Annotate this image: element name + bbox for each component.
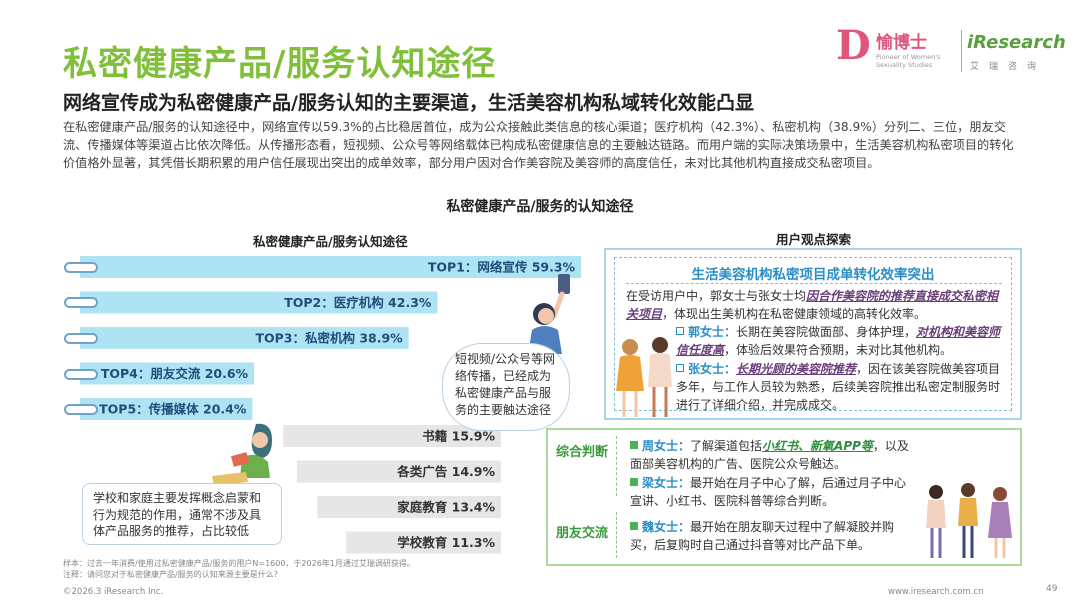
iresearch-logo: iResearch [967, 32, 1066, 53]
bar-label-9: 学校教育 11.3% [397, 535, 495, 550]
bullet-square-icon [676, 364, 684, 372]
notebook-ring [64, 369, 98, 380]
zhou-highlight: 小红书、新氧APP等 [762, 439, 873, 453]
tag-friends: 朋友交流 [556, 526, 609, 541]
bar-label-2: TOP2：医疗机构 42.3% [284, 295, 432, 310]
insight-summary-tail: ，体现出生美机构在私密健康领域的高转化效率。 [662, 307, 927, 321]
bar-label-7: 各类广告 14.9% [396, 464, 495, 479]
copyright: ©2026.3 iResearch Inc. [63, 587, 164, 597]
bar-2 [80, 291, 438, 314]
bar-7 [296, 460, 501, 483]
right-panel-title: 用户观点探索 [776, 232, 852, 247]
zhang-name: 张女士： [688, 362, 737, 376]
bullet-square-icon [630, 478, 638, 486]
left-chart-title: 私密健康产品/服务认知途径 [253, 234, 408, 249]
bullet-square-icon [630, 441, 638, 449]
page-title: 私密健康产品/服务认知途径 [63, 44, 497, 84]
guo-name: 郭女士： [688, 325, 737, 339]
page-number: 49 [1046, 584, 1058, 594]
liang-quote: 梁女士：最开始在月子中心了解，后通过月子中心宣讲、小红书、医院科普等综合判断。 [630, 474, 916, 510]
bar-1 [80, 256, 582, 278]
network-bubble-note: 短视频/公众号等网络传播，已经成为私密健康产品与服务的主要触达途径 [442, 343, 570, 431]
notebook-ring [64, 333, 98, 344]
two-women-illustration [616, 337, 672, 417]
footnote-sample: 样本：过去一年消费/使用过私密健康产品/服务的用户N=1600，于2026年1月… [63, 559, 415, 568]
notebook-ring [64, 404, 98, 415]
guo-text: 长期在美容院做面部、身体护理， [736, 325, 917, 339]
zhou-text: 了解渠道包括 [690, 439, 763, 453]
insight-summary-text: 在受访用户中，郭女士与张女士均 [626, 289, 807, 303]
zhou-name: 周女士： [642, 439, 691, 453]
girl-reading-illustration [212, 423, 272, 486]
bar-label-8: 家庭教育 13.4% [397, 500, 495, 515]
three-women-illustration [926, 483, 1012, 558]
zhang-text: ，因在该美容院做美容项目多年，与工作人员较为熟悉，后续美容院推出私密定制服务时进… [676, 362, 1001, 412]
school-family-note: 学校和家庭主要发挥概念启蒙和行为规范的作用，通常不涉及具体产品服务的推荐，占比较… [82, 483, 282, 545]
zhou-quote: 周女士：了解渠道包括小红书、新氧APP等，以及面部美容机构的广告、医院公众号触达… [630, 437, 916, 473]
wei-name: 魏女士： [642, 520, 691, 534]
bar-label-6: 书籍 15.9% [422, 429, 495, 444]
tag-divider [616, 436, 617, 496]
notebook-ring [64, 297, 98, 308]
guo-quote: 郭女士：长期在美容院做面部、身体护理，对机构和美容师信任度高，体验后效果符合预期… [676, 323, 1006, 359]
bar-3 [80, 327, 409, 349]
bar-label-5: TOP5：传播媒体 20.4% [99, 402, 247, 417]
guo-highlight: 对机构和美容师信任度高 [676, 325, 1001, 357]
insight-summary-highlight: 因合作美容院的推荐直接成交私密相关项目 [626, 289, 999, 321]
woman-phone-illustration [528, 274, 570, 354]
bar-label-4: TOP4：朋友交流 20.6% [101, 366, 249, 381]
brand-mark-logo: D [836, 22, 871, 69]
site-url: www.iresearch.com.cn [888, 587, 984, 597]
zhang-highlight: 长期光顾的美容院推荐 [736, 362, 857, 376]
bar-9 [346, 531, 501, 554]
insight-summary: 在受访用户中，郭女士与张女士均因合作美容院的推荐直接成交私密相关项目，体现出生美… [626, 287, 1004, 323]
guo-tail: ，体验后效果符合预期，未对比其他机构。 [724, 343, 953, 357]
footnote: 样本：过去一年消费/使用过私密健康产品/服务的用户N=1600，于2026年1月… [63, 558, 415, 580]
notebook-ring [64, 262, 98, 273]
brand-logos: D 愉博士 Pioneer of Women's Sexuality Studi… [836, 20, 1066, 80]
bar-6 [283, 425, 501, 447]
zhang-quote: 张女士：长期光顾的美容院推荐，因在该美容院做美容项目多年，与工作人员较为熟悉，后… [676, 360, 1006, 414]
bullet-square-icon [676, 327, 684, 335]
bullet-square-icon [630, 522, 638, 530]
channel-judgement-panel [546, 428, 1022, 566]
bar-4 [80, 362, 255, 385]
bar-5 [80, 398, 253, 420]
intro-paragraph: 在私密健康产品/服务的认知途径中，网络宣传以59.3%的占比稳居首位，成为公众接… [63, 120, 1014, 170]
footnote-note: 注释：请问您对于私密健康产品/服务的认知来源主要是什么? [63, 570, 278, 579]
insight-divider [626, 283, 1002, 284]
bar-8 [317, 496, 501, 518]
wei-text: 最开始在朋友聊天过程中了解凝胶并购买，后复购时自己通过抖音等对比产品下单。 [630, 520, 895, 552]
brand-cn-logo: 愉博士 [876, 33, 927, 53]
wei-quote: 魏女士：最开始在朋友聊天过程中了解凝胶并购买，后复购时自己通过抖音等对比产品下单… [630, 518, 916, 554]
iresearch-cn-logo: 艾瑞咨询 [970, 62, 1047, 72]
insight-heading: 生活美容机构私密项目成单转化效率突出 [691, 267, 935, 283]
liang-text: 最开始在月子中心了解，后通过月子中心宣讲、小红书、医院科普等综合判断。 [630, 476, 907, 508]
tag-divider [616, 512, 617, 558]
logo-divider [961, 30, 962, 72]
brand-en-logo: Pioneer of Women's Sexuality Studies [876, 53, 941, 69]
tag-comprehensive: 综合判断 [556, 445, 609, 460]
page-subtitle: 网络宣传成为私密健康产品/服务认知的主要渠道，生活美容机构私域转化效能凸显 [63, 92, 754, 114]
chart-main-title: 私密健康产品/服务的认知途径 [446, 199, 634, 215]
bar-label-1: TOP1：网络宣传 59.3% [428, 260, 576, 275]
bar-label-3: TOP3：私密机构 38.9% [255, 331, 403, 346]
zhou-tail: ，以及面部美容机构的广告、医院公众号触达。 [630, 439, 909, 471]
liang-name: 梁女士： [642, 476, 691, 490]
